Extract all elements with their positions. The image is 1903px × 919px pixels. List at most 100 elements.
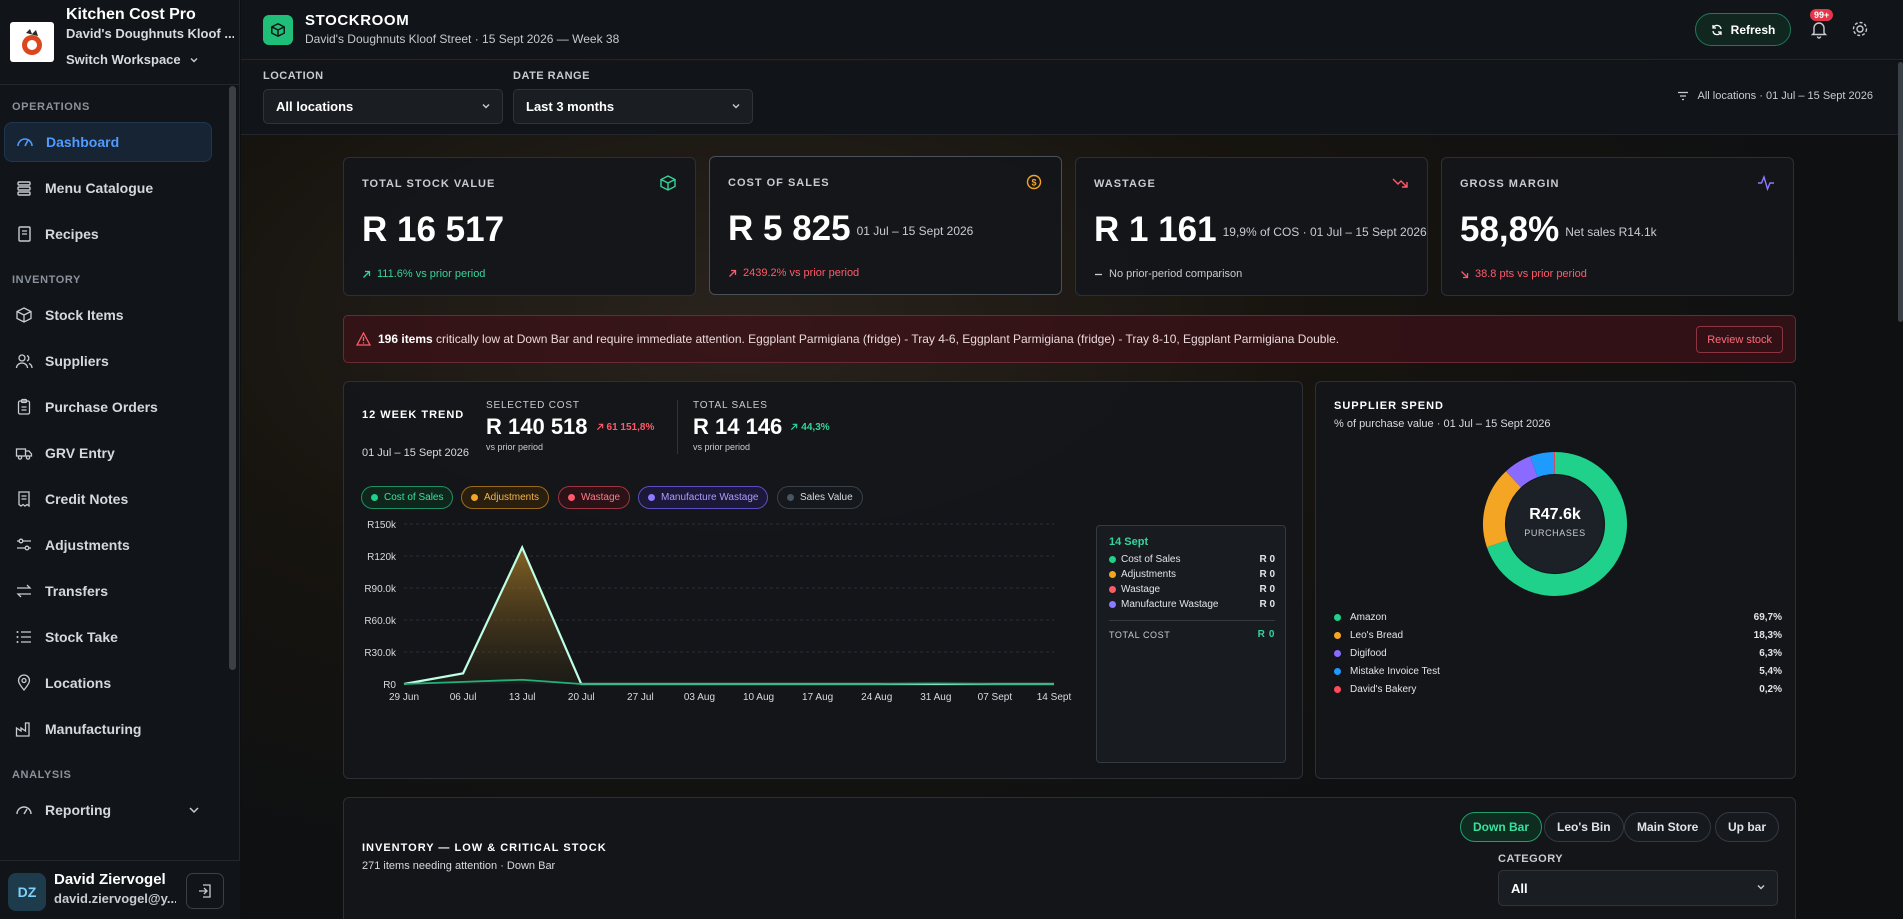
legend-dot [1334,632,1341,639]
nav-section-analysis: ANALYSIS [12,769,72,781]
supplier-spend-title: SUPPLIER SPEND [1334,400,1444,412]
store-tab-main-store[interactable]: Main Store [1624,812,1712,842]
total-sales: R 14 146 44,3% [693,414,830,439]
chevron-down-icon [482,104,490,109]
series-toggle-wastage[interactable]: Wastage [558,486,631,509]
supplier-spend-card: SUPPLIER SPEND % of purchase value · 01 … [1315,381,1796,779]
series-toggle-sales-value[interactable]: Sales Value [777,486,863,509]
nav-section-operations: OPERATIONS [12,101,90,113]
switch-workspace-button[interactable]: Switch Workspace [66,52,199,67]
alert-message: 196 items critically low at Down Bar and… [378,332,1340,346]
store-tab-down-bar[interactable]: Down Bar [1460,812,1543,842]
kpi-card-wastage[interactable]: WASTAGE R 1 161 19,9% of COS · 01 Jul – 1… [1075,157,1428,296]
box-icon [15,306,33,324]
dashboard-icon [16,133,34,151]
sidebar-item-locations[interactable]: Locations [4,663,212,703]
donut-slice[interactable] [1506,456,1539,488]
series-dot [1109,556,1116,563]
main-scrollbar[interactable] [1898,62,1903,322]
sidebar-item-suppliers[interactable]: Suppliers [4,341,212,381]
factory-icon [15,720,33,738]
tooltip-date: 14 Sept [1109,536,1149,548]
date-range-select[interactable]: Last 3 months [513,89,753,124]
sidebar-item-recipes[interactable]: Recipes [4,214,212,254]
trend-up-icon [729,269,737,277]
sidebar-item-adjustments[interactable]: Adjustments [4,525,212,565]
legend-dot [1334,686,1341,693]
sidebar-scrollbar[interactable] [229,86,236,670]
kpi-card-total-stock-value[interactable]: TOTAL STOCK VALUE R 16 517 111.6% vs pri… [343,157,696,296]
brand-title: Kitchen Cost Pro [66,6,196,23]
sidebar-item-label: Reporting [45,802,112,818]
sidebar-item-stock-items[interactable]: Stock Items [4,295,212,335]
logout-button[interactable] [186,873,224,909]
kpi-label: WASTAGE [1094,178,1156,190]
sidebar-item-dashboard[interactable]: Dashboard [4,122,212,162]
location-value: All locations [276,99,354,114]
page-subtitle: David's Doughnuts Kloof Street · 15 Sept… [305,32,620,46]
trend-down-icon [1392,178,1408,188]
store-tab-leos-bin[interactable]: Leo's Bin [1544,812,1624,842]
trend-range: 01 Jul – 15 Sept 2026 [362,447,470,459]
date-range-label: DATE RANGE [513,70,590,82]
bell-icon[interactable] [1808,18,1830,40]
sidebar-item-label: Dashboard [46,134,120,150]
chevron-down-icon [190,57,198,62]
avatar[interactable]: DZ [8,873,46,911]
donut-slice[interactable] [1486,452,1627,596]
refresh-icon [1712,24,1722,35]
sidebar-item-purchase-orders[interactable]: Purchase Orders [4,387,212,427]
category-value: All [1511,880,1528,896]
clipboard-icon [15,398,33,416]
tooltip-row: Cost of Sales R 0 [1109,554,1275,565]
kpi-delta: 111.6% vs prior period [362,268,485,280]
sidebar-item-transfers[interactable]: Transfers [4,571,212,611]
series-dot [1109,571,1116,578]
store-tab-up-bar[interactable]: Up bar [1715,812,1780,842]
kpi-card-cost-of-sales[interactable]: COST OF SALES $ R 5 825 01 Jul – 15 Sept … [709,156,1062,295]
sidebar: Kitchen Cost Pro David's Doughnuts Kloof… [0,0,240,919]
category-select[interactable]: All [1498,870,1778,906]
kpi-delta: 38.8 pts vs prior period [1460,268,1587,280]
main-content: STOCKROOM David's Doughnuts Kloof Street… [241,0,1903,919]
gear-icon[interactable] [1849,18,1871,40]
tooltip-row: Adjustments R 0 [1109,569,1275,580]
sidebar-item-manufacturing[interactable]: Manufacturing [4,709,212,749]
x-tick-label: 10 Aug [743,692,774,702]
series-toggle-manufacture-wastage[interactable]: Manufacture Wastage [638,486,769,509]
kpi-card-gross-margin[interactable]: GROSS MARGIN 58,8% Net sales R14.1k 38.8 … [1441,157,1794,296]
legend-item: Mistake Invoice Test 5,4% [1334,666,1782,677]
sidebar-item-reporting[interactable]: Reporting [4,790,212,830]
series-area-cost-of-sales [404,547,1054,684]
y-tick-label: R30.0k [364,648,397,659]
series-dot [471,494,478,501]
legend-dot [1334,668,1341,675]
sidebar-item-stock-take[interactable]: Stock Take [4,617,212,657]
series-dot [787,494,794,501]
sidebar-item-label: Adjustments [45,537,130,553]
legend-item: Digifood 6,3% [1334,648,1782,659]
kpi-label: GROSS MARGIN [1460,178,1560,190]
series-dot [1109,601,1116,608]
x-tick-label: 29 Jun [389,692,419,702]
series-toggle-adjustments[interactable]: Adjustments [461,486,550,509]
inventory-title: INVENTORY — LOW & CRITICAL STOCK [362,842,607,854]
user-email: david.ziervogel@y... [54,891,176,906]
sidebar-item-menu-catalogue[interactable]: Menu Catalogue [4,168,212,208]
book-icon [15,225,33,243]
x-tick-label: 06 Jul [450,692,477,702]
legend-item: Amazon 69,7% [1334,612,1782,623]
sidebar-item-grv-entry[interactable]: GRV Entry [4,433,212,473]
box-icon [263,15,293,45]
nav-section-inventory: INVENTORY [12,274,81,286]
sliders-icon [15,536,33,554]
kpi-label: COST OF SALES [728,177,830,189]
series-toggle-cost-of-sales[interactable]: Cost of Sales [361,486,454,509]
kpi-label: TOTAL STOCK VALUE [362,178,496,190]
review-stock-button[interactable]: Review stock [1696,326,1783,353]
donut-slice[interactable] [1483,471,1522,548]
location-select[interactable]: All locations [263,89,503,124]
donut-slice[interactable] [1530,452,1555,478]
refresh-button[interactable]: Refresh [1695,13,1791,46]
sidebar-item-credit-notes[interactable]: Credit Notes [4,479,212,519]
